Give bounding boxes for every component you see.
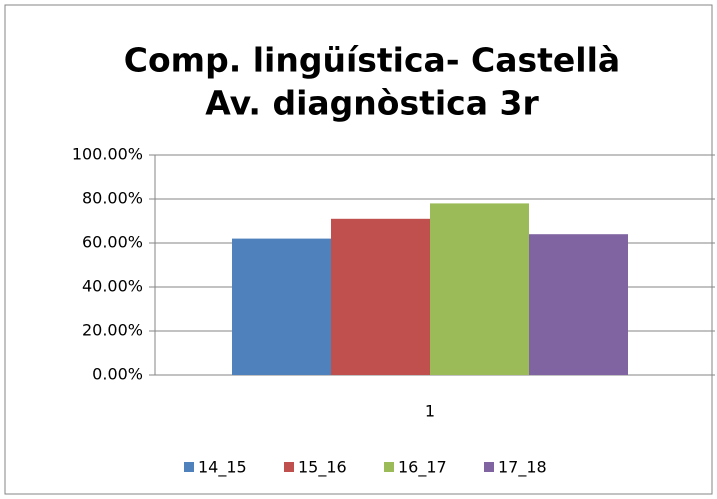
chart-title: Av. diagnòstica 3r	[205, 84, 539, 123]
legend-swatch	[184, 462, 194, 472]
bar	[529, 234, 628, 375]
legend-label: 16_17	[398, 458, 447, 478]
x-tick-label: 1	[425, 402, 435, 421]
legend-swatch	[384, 462, 394, 472]
bar	[430, 203, 529, 375]
y-tick-label: 20.00%	[82, 321, 143, 340]
legend-label: 17_18	[498, 458, 547, 478]
legend-label: 15_16	[298, 458, 347, 478]
legend-label: 14_15	[198, 458, 247, 478]
y-tick-label: 100.00%	[72, 145, 143, 164]
y-tick-label: 0.00%	[92, 365, 143, 384]
chart-title: Comp. lingüística- Castellà	[124, 41, 620, 80]
y-tick-label: 60.00%	[82, 233, 143, 252]
legend-swatch	[484, 462, 494, 472]
y-tick-label: 80.00%	[82, 189, 143, 208]
legend-swatch	[284, 462, 294, 472]
bar	[232, 238, 331, 375]
y-tick-label: 40.00%	[82, 277, 143, 296]
bar	[331, 218, 430, 375]
